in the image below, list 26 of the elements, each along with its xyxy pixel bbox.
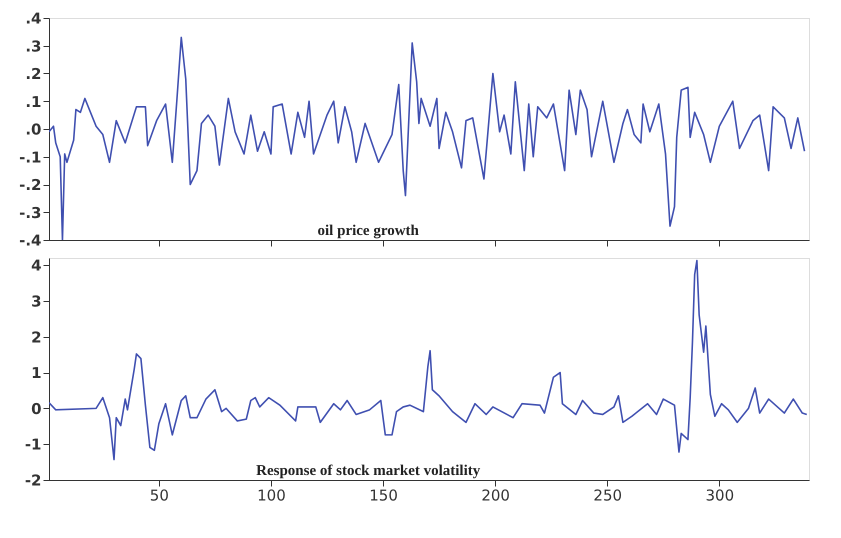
y-tick-label: -.3	[19, 204, 42, 222]
x-tick-label: 50	[150, 486, 169, 504]
line-series	[49, 36, 806, 240]
y-tick-label: -2	[24, 472, 42, 490]
y-tick-label: -.1	[19, 148, 42, 166]
y-tick-label: .2	[25, 65, 42, 83]
x-tick-label: 300	[706, 486, 734, 504]
x-tick-label: 250	[593, 486, 622, 504]
y-tick-label: 4	[31, 256, 42, 275]
y-tick-label: 2	[31, 328, 42, 346]
y-tick-label: -1	[24, 436, 42, 454]
y-tick-label: -.2	[19, 176, 42, 194]
y-tick-label: .4	[25, 10, 42, 28]
y-tick-label: .0	[25, 120, 42, 138]
x-tick-label: 200	[481, 486, 510, 504]
line-series	[49, 260, 808, 460]
y-tick-label: .1	[25, 92, 42, 111]
annotation: Response of stock market volatility	[256, 463, 481, 479]
x-tick-label: 100	[257, 486, 286, 504]
y-tick-label: .3	[25, 37, 42, 56]
y-tick-label: 3	[31, 292, 42, 310]
y-tick-label: -.4	[19, 232, 42, 250]
annotation: oil price growth	[318, 223, 420, 239]
y-tick-label: 0	[31, 400, 42, 418]
x-tick-label: 150	[369, 486, 398, 504]
y-tick-label: 1	[31, 364, 42, 382]
